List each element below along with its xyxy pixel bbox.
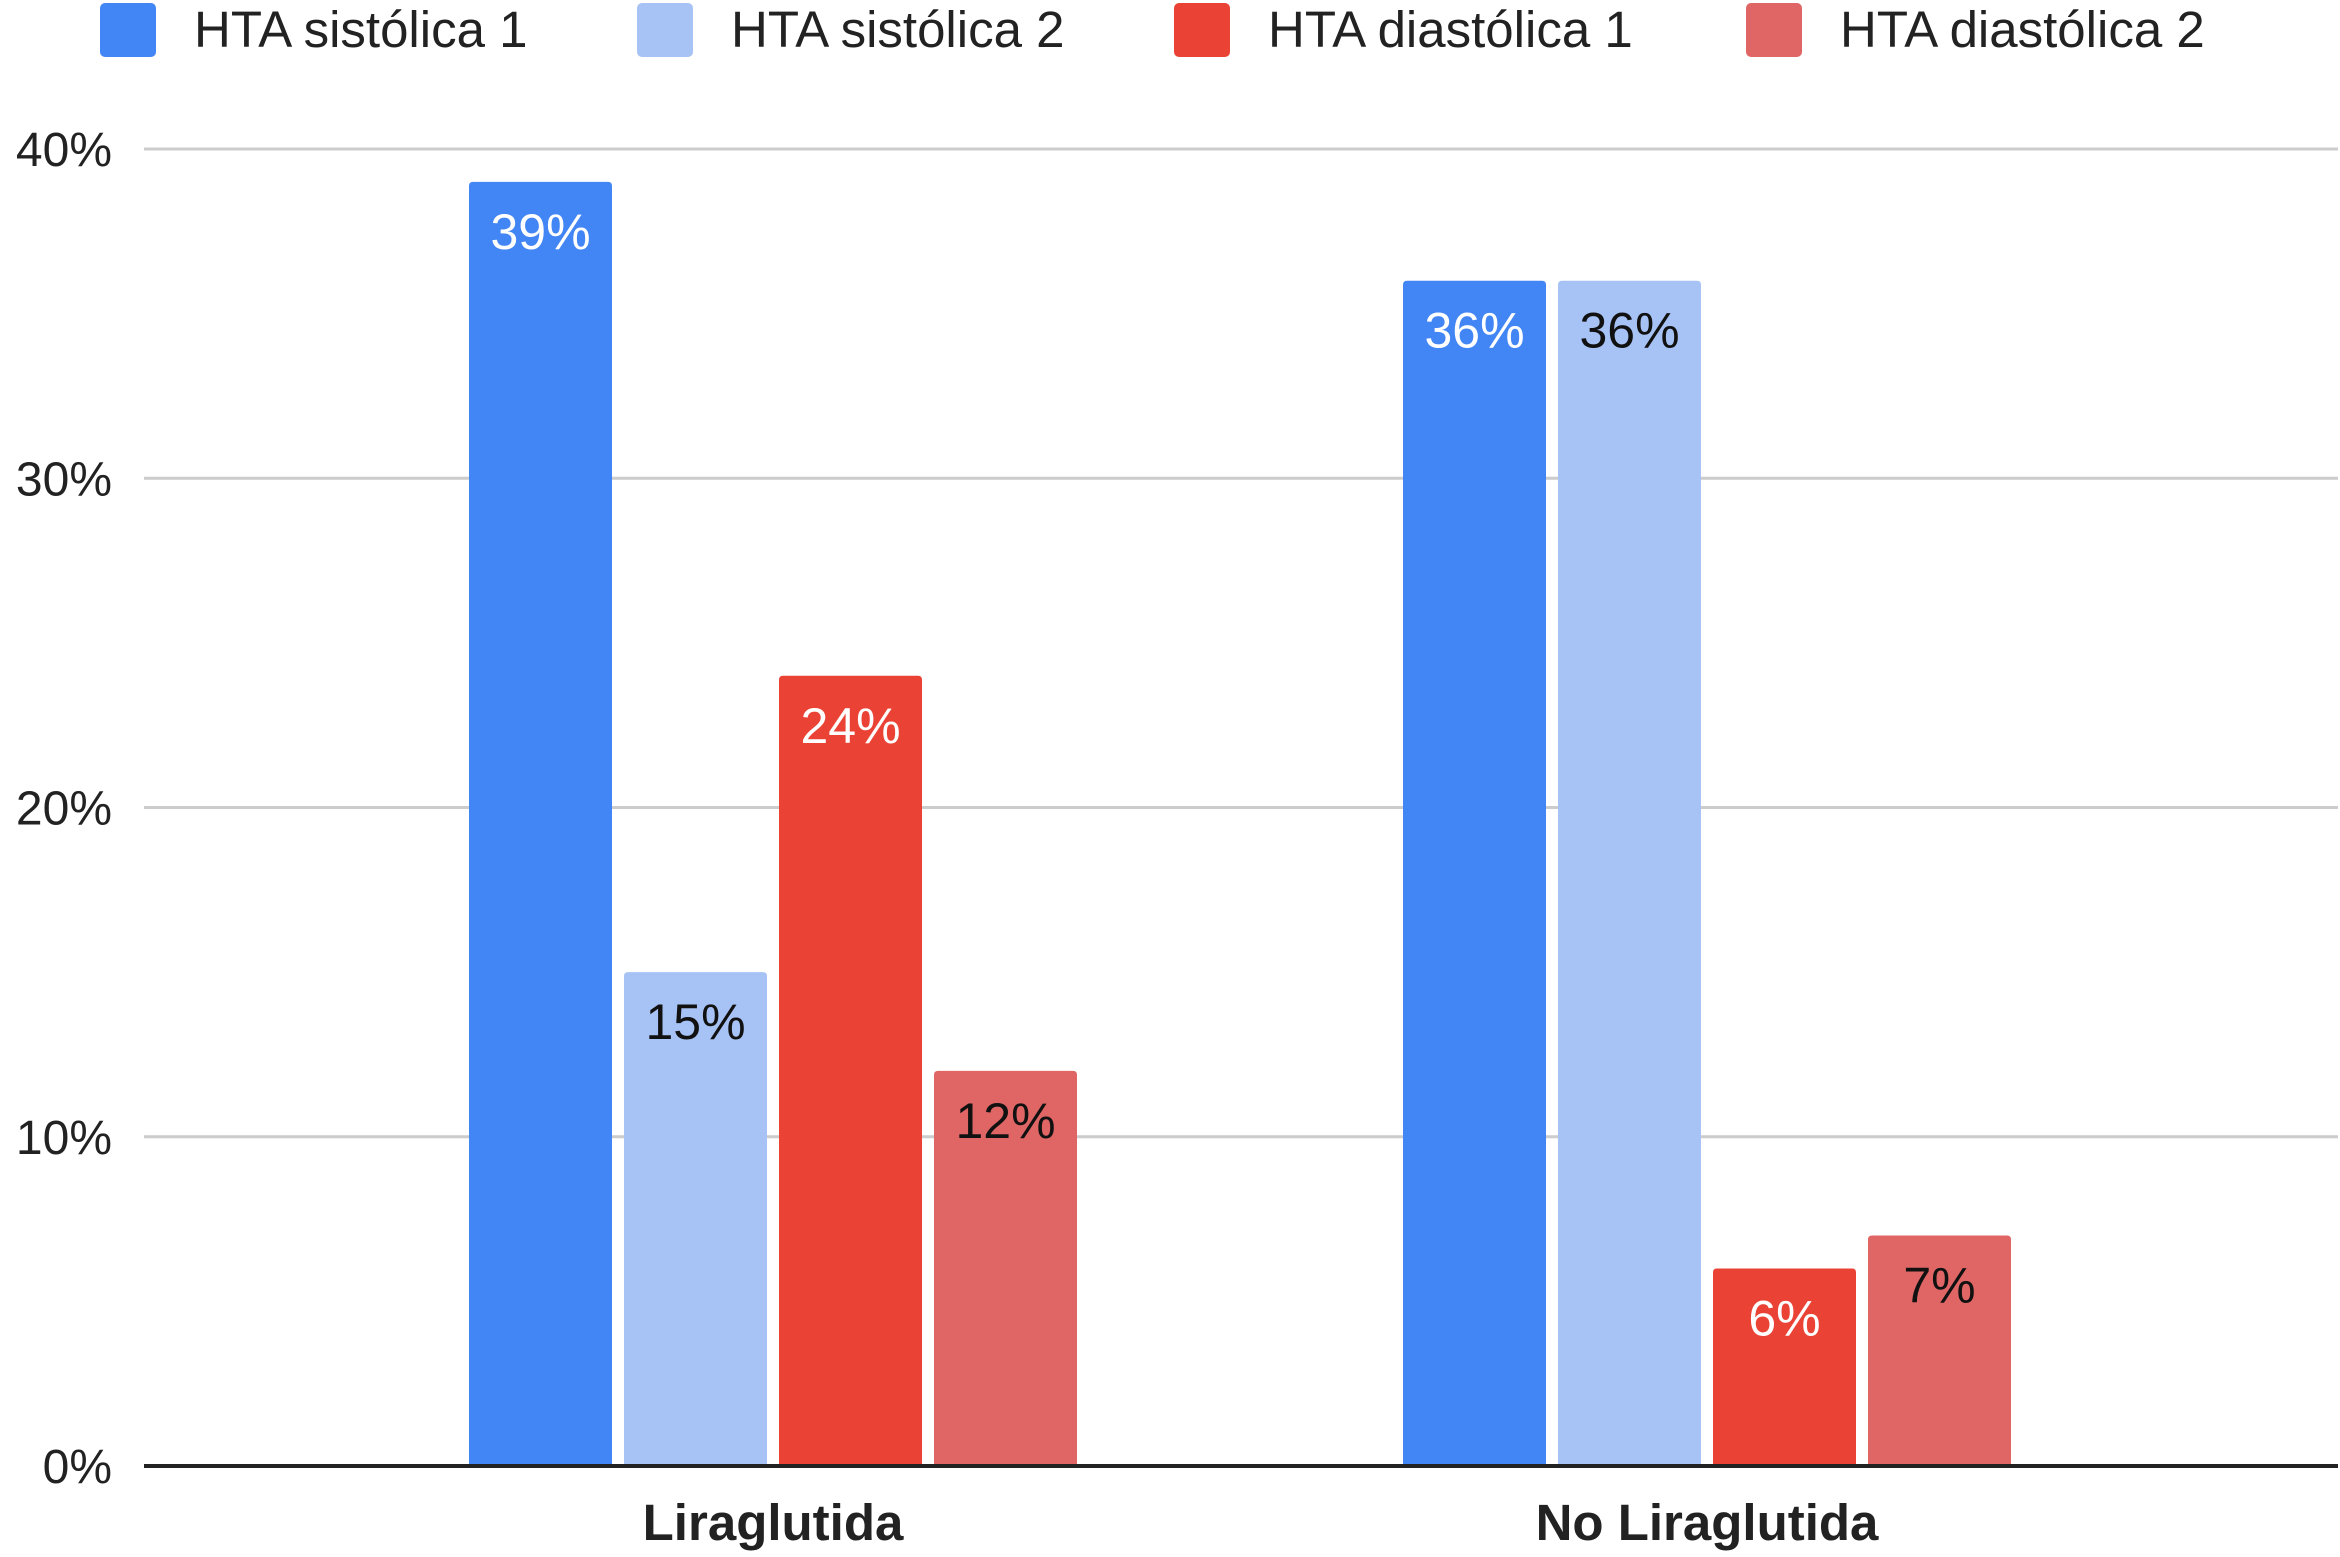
bar-data-label: 15% xyxy=(645,994,745,1050)
y-tick-label: 20% xyxy=(16,783,112,836)
bar-4-2[interactable] xyxy=(1868,1235,2011,1466)
bar-2-2[interactable] xyxy=(1558,280,1701,1467)
legend-swatch xyxy=(637,3,693,57)
legend: HTA sistólica 1 HTA sistólica 2 HTA diastó… xyxy=(100,1,2205,58)
bar-3-2[interactable] xyxy=(1713,1268,1856,1466)
bar-data-label: 12% xyxy=(955,1093,1055,1149)
x-category-label: Liraglutida xyxy=(643,1494,904,1551)
bar-data-label: 7% xyxy=(1903,1258,1975,1314)
y-tick-label: 40% xyxy=(16,124,112,177)
legend-swatch xyxy=(1174,3,1230,57)
y-tick-label: 10% xyxy=(16,1112,112,1165)
bar-data-label: 24% xyxy=(800,698,900,754)
y-tick-label: 0% xyxy=(43,1441,112,1494)
bar-data-label: 36% xyxy=(1579,303,1679,359)
bar-3-1[interactable] xyxy=(779,675,922,1466)
x-category-label: No Liraglutida xyxy=(1536,1494,1879,1551)
legend-label: HTA sistólica 1 xyxy=(194,1,528,58)
legend-item[interactable]: HTA diastólica 1 xyxy=(1174,1,1633,58)
bar-data-label: 6% xyxy=(1748,1290,1820,1346)
bar-1-2[interactable] xyxy=(1403,280,1546,1467)
bars xyxy=(469,181,2011,1467)
legend-item[interactable]: HTA sistólica 2 xyxy=(637,1,1065,58)
y-axis-tick-labels: 0% 10% 20% 30% 40% xyxy=(16,124,112,1494)
legend-label: HTA diastólica 2 xyxy=(1840,1,2205,58)
legend-label: HTA sistólica 2 xyxy=(731,1,1065,58)
legend-item[interactable]: HTA sistólica 1 xyxy=(100,1,528,58)
legend-swatch xyxy=(100,3,156,57)
legend-label: HTA diastólica 1 xyxy=(1268,1,1633,58)
bar-2-1[interactable] xyxy=(624,972,767,1466)
legend-item[interactable]: HTA diastólica 2 xyxy=(1746,1,2205,58)
bar-4-1[interactable] xyxy=(934,1070,1077,1466)
bar-data-label: 36% xyxy=(1424,303,1524,359)
bar-1-1[interactable] xyxy=(469,181,612,1466)
legend-swatch xyxy=(1746,3,1802,57)
y-tick-label: 30% xyxy=(16,453,112,506)
bar-data-labels: 39% 36% 15% 36% 24% 6% 12% 7% xyxy=(490,204,1975,1347)
x-axis-category-labels: Liraglutida No Liraglutida xyxy=(643,1494,1879,1551)
bar-data-label: 39% xyxy=(490,204,590,260)
